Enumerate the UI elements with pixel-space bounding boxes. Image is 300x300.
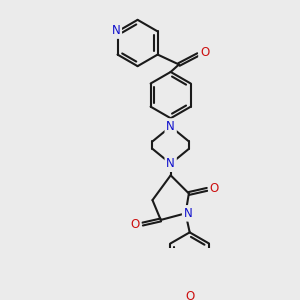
- Text: O: O: [185, 290, 194, 300]
- Text: O: O: [210, 182, 219, 195]
- Text: N: N: [184, 207, 192, 220]
- Text: N: N: [112, 24, 120, 37]
- Text: O: O: [200, 46, 209, 59]
- Text: N: N: [166, 120, 175, 133]
- Text: N: N: [166, 157, 175, 170]
- Text: O: O: [130, 218, 140, 231]
